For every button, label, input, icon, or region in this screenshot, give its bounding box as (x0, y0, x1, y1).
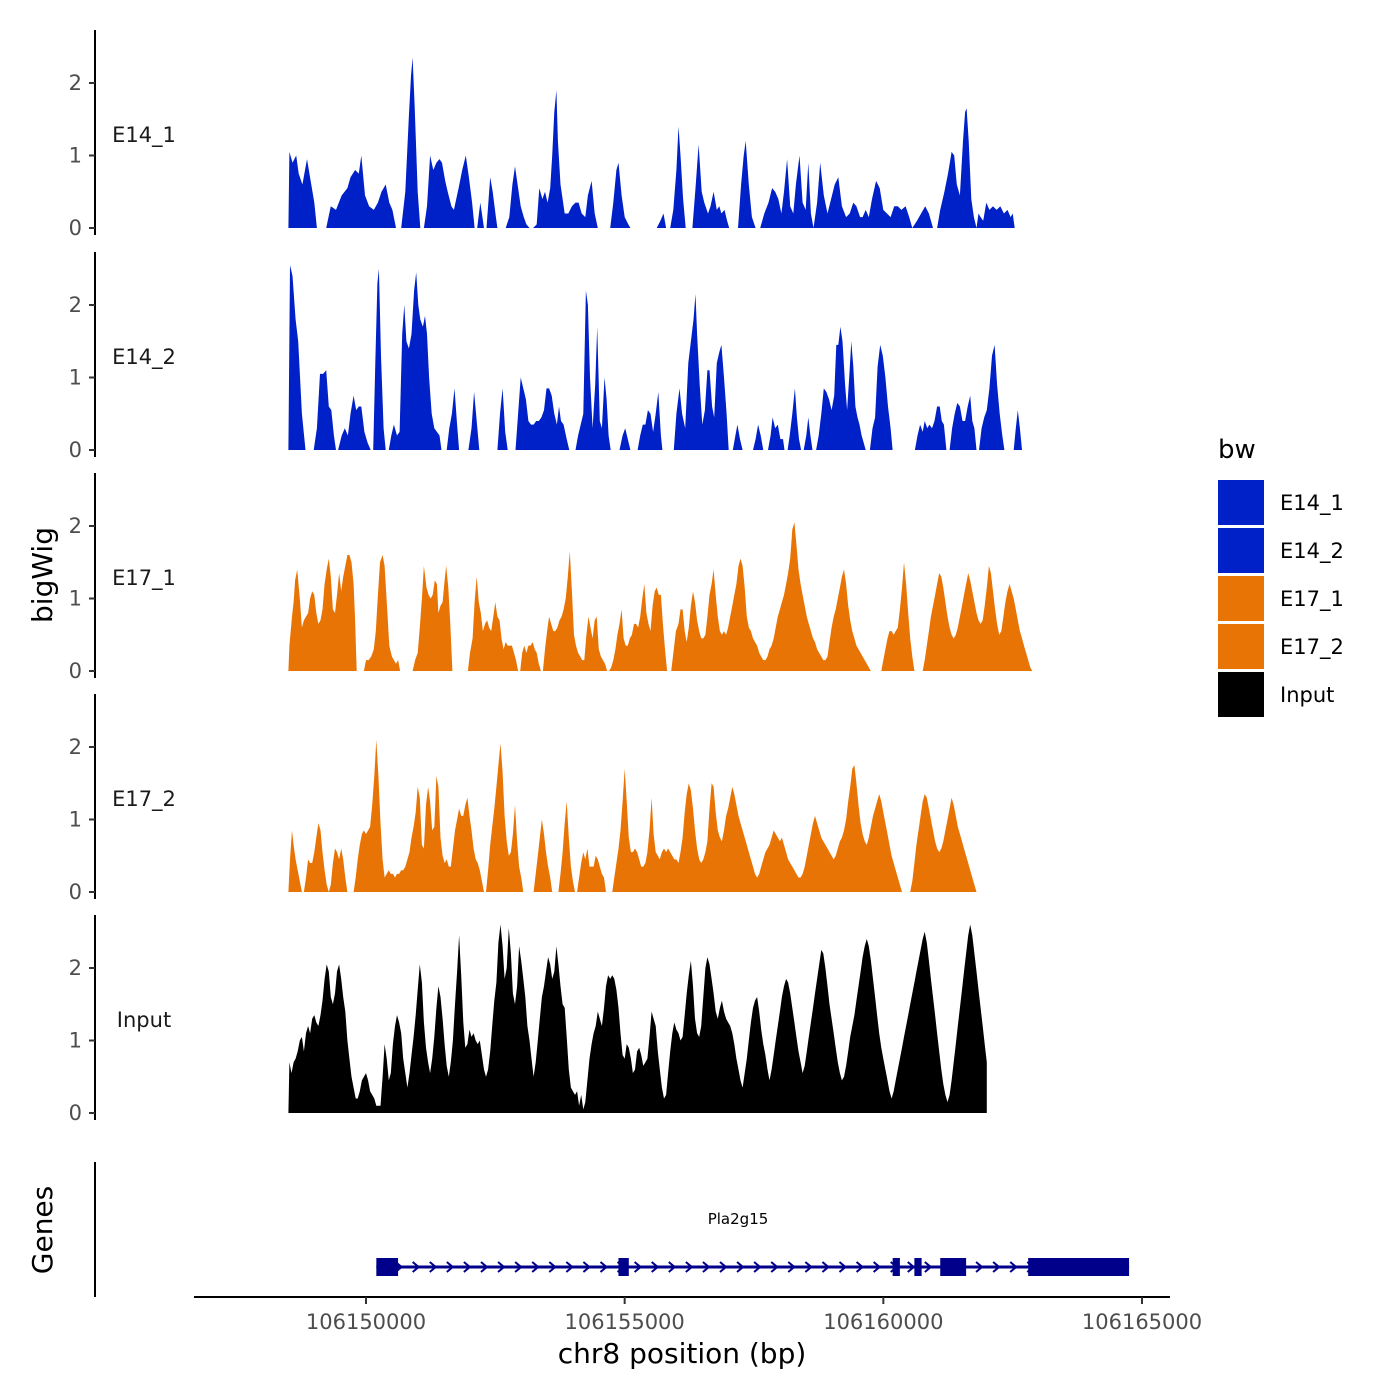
strand-arrow (497, 1261, 506, 1273)
y-tick-label: 2 (69, 293, 82, 317)
track-e17-2: 0 1 2 E17_2 (69, 694, 983, 904)
strand-arrow (412, 1261, 421, 1273)
gene-exon (376, 1258, 399, 1276)
strand-arrow (753, 1261, 762, 1273)
y-tick-label: 2 (69, 956, 82, 980)
track-label: E14_2 (112, 345, 176, 370)
strand-arrow (770, 1261, 779, 1273)
y-tick-label: 1 (69, 366, 82, 390)
strand-arrow (651, 1261, 660, 1273)
legend-title: bw (1218, 435, 1256, 465)
coverage-area (288, 924, 987, 1113)
strand-arrow (924, 1261, 933, 1273)
y-tick-label: 0 (69, 880, 82, 904)
strand-arrow (668, 1261, 677, 1273)
gene-label: Pla2g15 (708, 1210, 769, 1228)
gene-exon (914, 1258, 922, 1276)
x-tick-label: 106160000 (823, 1310, 943, 1334)
coverage-area (288, 57, 1015, 228)
strand-arrow (702, 1261, 711, 1273)
strand-arrow (872, 1261, 882, 1273)
legend-label: E14_1 (1280, 491, 1344, 516)
y-tick-label: 1 (69, 587, 82, 611)
x-tick-label: 106165000 (1082, 1310, 1202, 1334)
strand-arrow (821, 1261, 830, 1273)
strand-arrow (736, 1261, 745, 1273)
strand-arrow (787, 1261, 796, 1273)
gene-exon (940, 1258, 967, 1276)
legend-label: E17_2 (1280, 635, 1344, 660)
x-tick-label: 106155000 (565, 1310, 685, 1334)
strand-arrow (463, 1261, 472, 1273)
strand-arrow (565, 1261, 574, 1273)
legend-label: E14_2 (1280, 539, 1344, 564)
coverage-area (288, 739, 983, 892)
y-axis-title: bigWig (26, 527, 59, 623)
y-tick-label: 1 (69, 144, 82, 168)
track-label: E17_2 (112, 787, 176, 812)
strand-arrow (838, 1261, 848, 1273)
coverage-area (288, 265, 1027, 450)
y-tick-label: 1 (69, 808, 82, 832)
track-label: E17_1 (112, 566, 176, 591)
strand-arrow (855, 1261, 865, 1273)
genes-axis-title: Genes (26, 1186, 59, 1274)
strand-arrow (1009, 1261, 1018, 1273)
track-e14-1: 0 1 2 E14_1 (69, 30, 1015, 240)
strand-arrow (992, 1261, 1001, 1273)
track-label: Input (117, 1008, 171, 1032)
y-tick-label: 2 (69, 71, 82, 95)
track-e17-1: 0 1 2 E17_1 (69, 473, 1035, 683)
strand-arrow (446, 1261, 455, 1273)
track-label: E14_1 (112, 123, 176, 148)
track-e14-2: 0 1 2 E14_2 (69, 252, 1027, 462)
y-tick-label: 0 (69, 1101, 82, 1125)
gene-exon (892, 1258, 900, 1276)
strand-arrow (719, 1261, 728, 1273)
strand-arrow (582, 1261, 591, 1273)
track-panels: 0 1 2 E14_1 0 1 2 E14_2 0 1 2 E17_1 0 1 2 E17_2 0 1 2 Input (69, 30, 1035, 1125)
legend-key (1218, 480, 1264, 525)
y-tick-label: 0 (69, 659, 82, 683)
strand-arrow (633, 1261, 643, 1273)
strand-arrow (975, 1261, 984, 1273)
x-axis-title: chr8 position (bp) (558, 1337, 807, 1370)
legend-key (1218, 576, 1264, 621)
legend-key (1218, 672, 1264, 717)
legend-label: Input (1280, 683, 1334, 707)
legend-label: E17_1 (1280, 587, 1344, 612)
strand-arrow (804, 1261, 813, 1273)
strand-arrow (531, 1261, 540, 1273)
strand-arrow (548, 1261, 557, 1273)
genes-panel: Genes Pla2g15 (26, 1162, 1130, 1297)
gene-exon (618, 1258, 629, 1276)
y-tick-label: 2 (69, 514, 82, 538)
strand-arrow (907, 1261, 916, 1273)
gene-exon (1028, 1258, 1130, 1276)
strand-arrow (429, 1261, 438, 1273)
y-tick-label: 0 (69, 216, 82, 240)
strand-arrow (514, 1261, 523, 1273)
y-tick-label: 2 (69, 735, 82, 759)
x-tick-label: 106150000 (306, 1310, 426, 1334)
legend-key (1218, 624, 1264, 669)
x-axis: 106150000 106155000 106160000 106165000 (194, 1296, 1202, 1334)
legend-key (1218, 528, 1264, 573)
y-tick-label: 0 (69, 438, 82, 462)
track-input: 0 1 2 Input (69, 915, 987, 1125)
legend: bw E14_1 E14_2 E17_1 E17_2 Input (1218, 435, 1344, 717)
strand-arrow (480, 1261, 489, 1273)
y-tick-label: 1 (69, 1029, 82, 1053)
strand-arrow (599, 1261, 609, 1273)
strand-arrow (685, 1261, 694, 1273)
gene-model (376, 1258, 1130, 1276)
coverage-area (288, 522, 1035, 671)
